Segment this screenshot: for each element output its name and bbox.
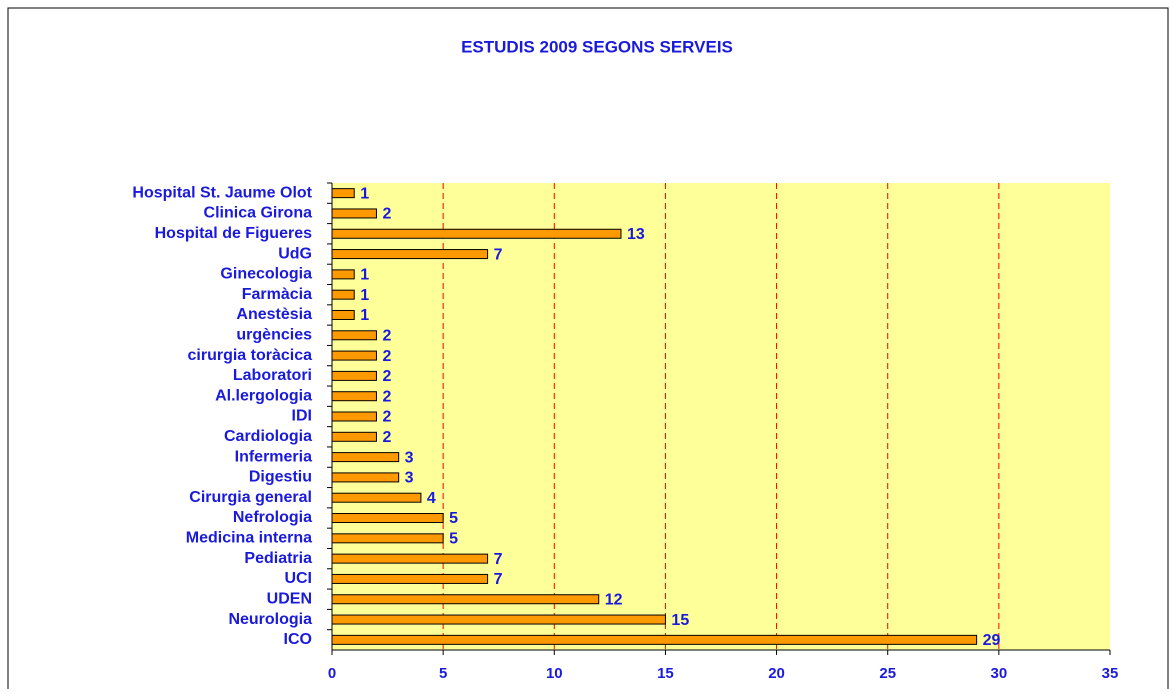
y-tick-label: Digestiu	[249, 469, 312, 486]
y-tick-label: Laboratori	[233, 367, 312, 384]
y-tick-label: UdG	[278, 245, 312, 262]
y-tick-label: Ginecologia	[220, 266, 312, 283]
value-label: 12	[605, 591, 623, 608]
bar	[331, 370, 377, 381]
value-label: 2	[382, 368, 391, 385]
y-tick-label: IDI	[292, 408, 312, 425]
value-label: 2	[382, 429, 391, 446]
bar	[331, 309, 355, 320]
x-tick-label: 5	[439, 665, 447, 682]
bar	[331, 269, 355, 280]
y-tick-label: Hospital de Figueres	[155, 225, 312, 242]
value-label: 29	[983, 632, 1001, 649]
value-label: 1	[360, 307, 369, 324]
chart-title: ESTUDIS 2009 SEGONS SERVEIS	[461, 37, 733, 56]
bar	[331, 391, 377, 402]
x-tick-label: 15	[657, 665, 674, 682]
bar	[331, 350, 377, 361]
bar	[331, 594, 600, 605]
bar	[331, 614, 666, 625]
bar	[331, 228, 622, 239]
bar	[331, 472, 400, 483]
bar	[331, 553, 489, 564]
bar	[331, 533, 444, 544]
value-label: 13	[627, 226, 645, 243]
x-tick-label: 10	[546, 665, 563, 682]
y-tick-label: Farmàcia	[242, 286, 312, 303]
plot-area	[332, 183, 1110, 650]
value-label: 3	[405, 470, 414, 487]
bar	[331, 431, 377, 442]
value-label: 2	[382, 348, 391, 365]
value-label: 1	[360, 267, 369, 284]
x-tick-label: 35	[1102, 665, 1119, 682]
y-tick-label: Pediatria	[244, 550, 312, 567]
value-label: 4	[427, 490, 436, 507]
bar	[331, 411, 377, 422]
value-label: 2	[382, 328, 391, 345]
y-tick-label: Cirurgia general	[189, 489, 312, 506]
bar	[331, 208, 377, 219]
y-tick-label: Al.lergologia	[215, 387, 312, 404]
value-label: 15	[671, 612, 689, 629]
y-tick-label: urgències	[236, 327, 312, 344]
value-label: 2	[382, 206, 391, 223]
y-tick-label: Anestèsia	[236, 306, 312, 323]
bar	[331, 513, 444, 524]
y-tick-label: cirurgia toràcica	[188, 347, 313, 364]
bar	[331, 249, 489, 260]
value-label: 1	[360, 185, 369, 202]
value-label: 7	[494, 551, 503, 568]
bar	[331, 188, 355, 199]
y-tick-label: UCI	[284, 570, 312, 587]
value-label: 5	[449, 510, 458, 527]
y-tick-label: Clinica Girona	[204, 205, 313, 222]
x-tick-label: 25	[879, 665, 896, 682]
y-tick-label: Neurologia	[228, 611, 312, 628]
y-tick-label: Infermeria	[235, 448, 312, 465]
x-tick-label: 0	[328, 665, 336, 682]
bar	[331, 452, 400, 463]
value-label: 3	[405, 449, 414, 466]
y-tick-label: Hospital St. Jaume Olot	[132, 184, 312, 201]
y-tick-label: Cardiologia	[224, 428, 312, 445]
y-tick-label: UDEN	[267, 590, 312, 607]
value-label: 5	[449, 531, 458, 548]
value-label: 2	[382, 388, 391, 405]
bar	[331, 634, 978, 645]
value-label: 7	[494, 246, 503, 263]
bar	[331, 289, 355, 300]
bar	[331, 330, 377, 341]
y-tick-label: Medicina interna	[186, 530, 312, 547]
value-label: 2	[382, 409, 391, 426]
y-tick-label: ICO	[284, 631, 312, 648]
x-tick-label: 20	[768, 665, 785, 682]
y-tick-label: Nefrologia	[233, 509, 312, 526]
bar	[331, 573, 489, 584]
value-label: 1	[360, 287, 369, 304]
value-label: 7	[494, 571, 503, 588]
x-tick-label: 30	[991, 665, 1008, 682]
bar	[331, 492, 422, 503]
